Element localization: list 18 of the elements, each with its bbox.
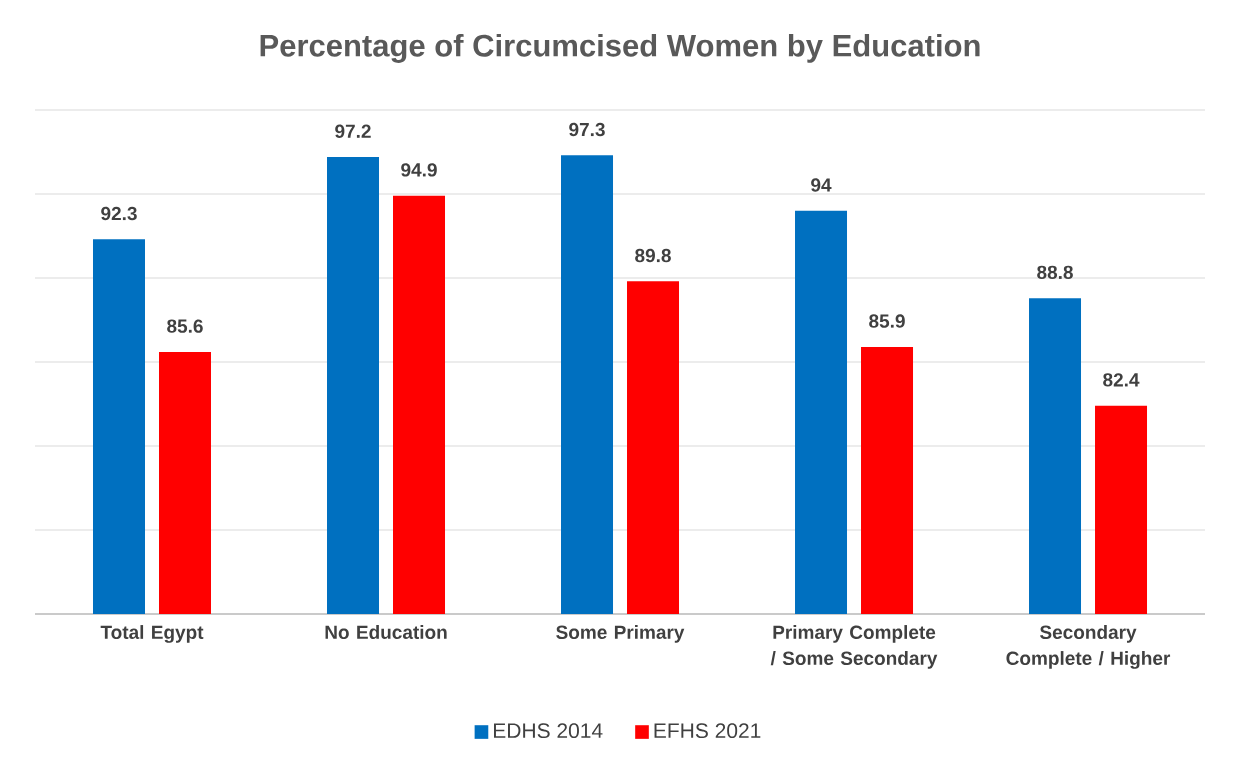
x-tick-label: Primary Complete / Some Secondary <box>770 625 938 669</box>
data-label: 82.4 <box>1103 373 1140 387</box>
data-label: 97.3 <box>569 122 605 137</box>
data-label: 94.9 <box>401 163 437 177</box>
data-label: 94 <box>811 178 832 192</box>
data-label: 88.8 <box>1037 265 1073 280</box>
x-tick-label: Total Egypt <box>100 625 204 643</box>
data-label: 85.6 <box>167 319 203 333</box>
data-label: 92.3 <box>101 206 137 221</box>
x-tick-label: Some Primary <box>556 625 685 643</box>
data-label: 97.2 <box>335 124 371 138</box>
data-label: 89.8 <box>635 248 671 263</box>
legend-label: EDHS 2014 <box>494 723 603 739</box>
x-tick-label: Secondary Complete / Higher <box>1006 625 1171 669</box>
legend-label: EFHS 2021 <box>654 723 761 739</box>
x-tick-label: No Education <box>325 625 447 640</box>
data-label: 85.9 <box>869 314 905 328</box>
chart-title: Percentage of Circumcised Women by Education <box>260 33 980 63</box>
